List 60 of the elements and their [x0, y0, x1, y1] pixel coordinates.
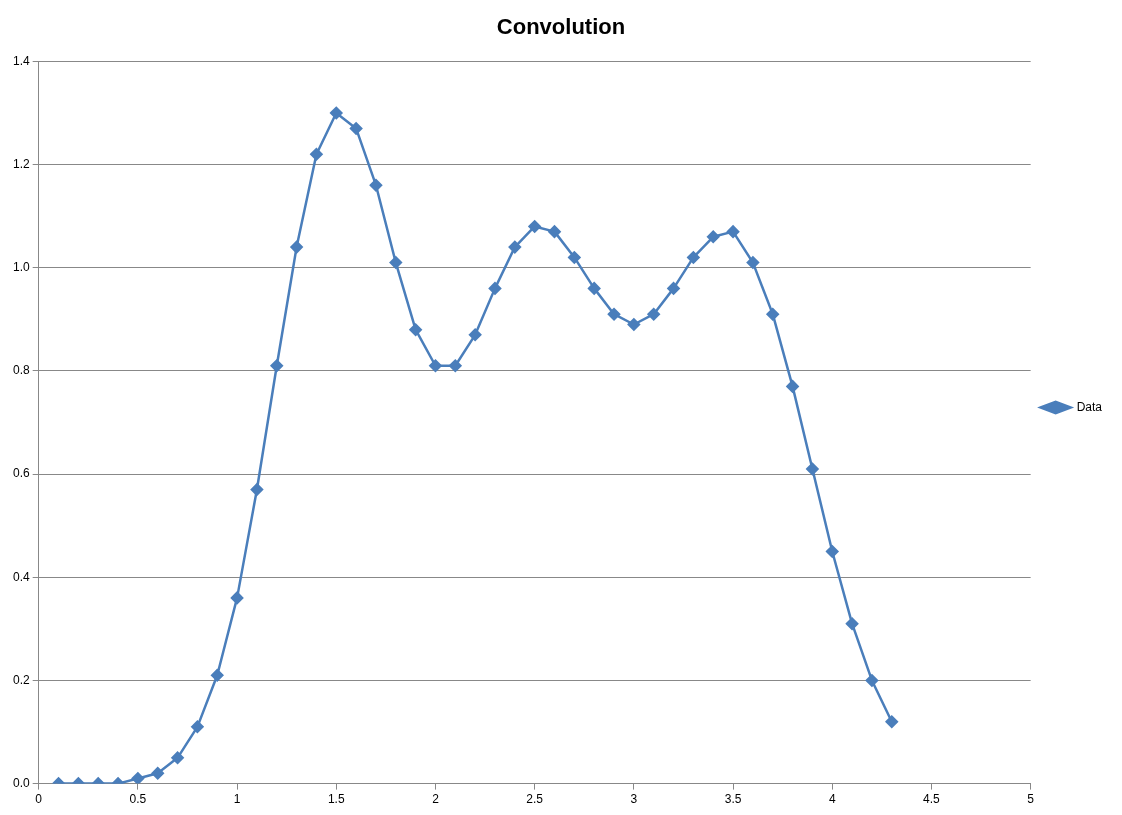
point: [131, 772, 145, 784]
point: [409, 323, 422, 336]
point: [845, 617, 859, 630]
point: [865, 674, 879, 687]
x-tick-label: 5: [1027, 792, 1035, 807]
point: [389, 256, 403, 269]
point: [706, 230, 720, 244]
x-tick-label: 0.5: [129, 792, 147, 807]
point: [568, 251, 581, 264]
y-tick-label: 0.2: [12, 672, 30, 687]
x-tick-label: 1.5: [327, 792, 345, 807]
point: [687, 251, 700, 264]
point: [826, 545, 839, 558]
y-tick-label: 1.4: [12, 53, 30, 68]
y-tick-label: 0.4: [12, 569, 30, 584]
point: [468, 328, 482, 342]
point: [627, 318, 641, 331]
y-tick-label: 0.0: [12, 775, 30, 790]
point: [250, 483, 264, 496]
x-tick-label: 4.5: [923, 792, 941, 807]
point: [230, 591, 244, 605]
x-tick-label: 4: [828, 792, 836, 807]
point: [806, 462, 819, 476]
y-tick-label: 1.0: [12, 260, 30, 275]
point: [607, 307, 621, 321]
point: [726, 225, 740, 238]
point: [528, 220, 541, 233]
point: [191, 720, 204, 734]
x-tick-label: 0: [35, 792, 43, 807]
x-tick-label: 2.5: [526, 792, 544, 807]
point: [667, 282, 680, 295]
point: [548, 225, 561, 238]
point: [766, 307, 779, 321]
point: [647, 307, 660, 321]
point: [310, 148, 323, 161]
point: [429, 359, 442, 373]
point: [349, 122, 363, 135]
point: [151, 767, 164, 780]
point: [885, 715, 899, 728]
x-tick-label: 3: [630, 792, 638, 807]
point: [488, 282, 502, 295]
x-tick-label: 1: [233, 792, 241, 807]
x-tick-label: 2: [432, 792, 440, 807]
point: [290, 240, 303, 254]
point: [786, 380, 799, 393]
chart-title: Convolution: [496, 14, 626, 40]
y-tick-label: 0.6: [12, 466, 30, 481]
y-tick-label: 0.8: [12, 363, 30, 378]
legend-label: Data: [1076, 399, 1103, 414]
point: [210, 669, 224, 682]
point: [449, 359, 462, 373]
point: [270, 359, 284, 373]
y-tick-label: 1.2: [12, 156, 30, 171]
x-tick-label: 3.5: [724, 792, 742, 807]
point: [508, 240, 522, 254]
point: [330, 106, 343, 120]
point: [171, 751, 184, 765]
point: [587, 282, 601, 295]
point: [369, 178, 383, 192]
point: [746, 256, 760, 269]
